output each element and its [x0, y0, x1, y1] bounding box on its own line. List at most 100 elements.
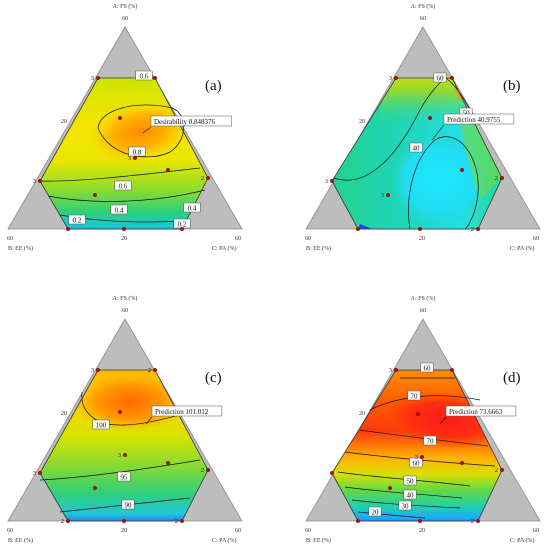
contour-label-box [398, 500, 412, 511]
contour-label-box [128, 146, 146, 157]
design-point [416, 412, 421, 417]
panel-d: 60 70 70 60 50 40 30 20 3 3 2 2 A: FS (%) 60 B: EE (… [305, 295, 541, 544]
contour-label: 70 [411, 392, 419, 400]
design-points: 3 3 2 2 [330, 367, 505, 525]
contour-value-labels: 60 50 40 [409, 72, 473, 152]
design-points: 3 2 3 3 2 2 2 [33, 367, 210, 525]
tick-left-mid: 20 [61, 411, 67, 417]
axis-label-a: A: FS (%) [113, 295, 138, 302]
design-point [394, 368, 399, 373]
design-point [95, 75, 100, 80]
panel-text: A: FS (%) 60 B: EE (%) 60 C: PA (%) 60 20 20 (c)… [7, 295, 241, 544]
contour-label: 40 [407, 491, 415, 499]
contour-label-box [110, 204, 128, 215]
contour-label: 60 [437, 74, 445, 82]
axis-label-b: B: EE (%) [306, 537, 331, 544]
contour-label: 0.8 [133, 148, 142, 156]
design-point [394, 75, 399, 80]
axis-label-a: A: FS (%) [411, 295, 436, 302]
design-point [450, 368, 455, 373]
design-point-count: 2 [201, 467, 204, 474]
axis-label-b: B: EE (%) [8, 245, 33, 252]
design-point [65, 519, 70, 524]
tick-left-mid: 20 [359, 411, 365, 417]
design-point [132, 155, 137, 160]
contour-line-06 [39, 167, 201, 182]
design-point [122, 453, 127, 458]
design-point [179, 519, 184, 524]
design-point-count: 3 [33, 470, 36, 477]
design-point-count: 2 [495, 175, 498, 182]
annotation-leader [439, 416, 447, 425]
tick-left: 60 [305, 528, 311, 534]
design-point-count: 3 [91, 75, 94, 82]
contour-label-box [368, 506, 382, 517]
panel-a: 0.60.80.60.4 0.40.2 0.2 333 2 A: FS (%)60B:… [7, 3, 243, 252]
tick-bottom-mid: 20 [419, 528, 425, 534]
design-point [356, 519, 361, 524]
design-point [152, 75, 157, 80]
design-point [205, 175, 210, 180]
contour-label-box [409, 457, 423, 468]
contour-label: 0.4 [188, 204, 197, 212]
design-point [165, 167, 170, 172]
tick-top: 60 [122, 308, 128, 314]
contour-label-box [114, 180, 132, 191]
design-points: 3 3 3 2 [33, 75, 210, 231]
design-point-count: 3 [389, 75, 392, 82]
design-point-count: 3 [389, 367, 392, 374]
contour-label: 95 [121, 473, 129, 481]
panel-b: 60 50 40 3 3 3 2 2 A: FS (%) 60 B: EE (%) 60 C: PA… [305, 3, 541, 252]
design-point [386, 192, 391, 197]
contour-line-50 [333, 77, 447, 181]
design-point [428, 115, 433, 120]
design-point [460, 167, 465, 172]
tick-bottom-mid: 20 [121, 236, 127, 242]
contour-label: 50 [407, 477, 415, 485]
design-points: 3 3 3 2 2 [325, 75, 505, 233]
contour-line-40 [408, 136, 479, 230]
contour-line-95 [39, 459, 201, 481]
tick-bottom-mid: 20 [419, 236, 425, 242]
panel-label: (b) [503, 78, 521, 94]
contour-label-box [403, 475, 417, 486]
axis-label-a: A: FS (%) [113, 3, 138, 10]
contour-label-box [92, 419, 110, 430]
design-point [356, 226, 361, 231]
contour-label-box [433, 72, 447, 83]
design-point-count: 2 [148, 367, 151, 374]
contour-line-40 [344, 486, 463, 499]
design-point [418, 226, 423, 231]
annotation-leader [431, 124, 445, 141]
contour-label-box [68, 214, 86, 225]
design-point-count: 2 [495, 467, 498, 474]
tick-left: 60 [7, 236, 13, 242]
design-point [388, 486, 393, 491]
contour-label: 0.2 [73, 216, 82, 224]
axis-label-c: C: PA (%) [212, 537, 236, 544]
design-point [330, 471, 335, 476]
annotation-box [445, 405, 517, 417]
contour-label: 60 [413, 459, 421, 467]
design-point [420, 455, 425, 460]
tick-top: 60 [122, 16, 128, 22]
tick-right: 60 [235, 236, 241, 242]
panel-label: (d) [503, 370, 521, 386]
contour-label: 40 [413, 144, 421, 152]
annotation-box [150, 115, 232, 127]
contour-line-04 [47, 189, 206, 202]
design-point [205, 468, 210, 473]
annotation-box [151, 405, 223, 417]
design-point-count: 3 [325, 178, 328, 185]
contour-line-50 [337, 471, 471, 487]
design-point-count: 2 [471, 226, 474, 233]
annotation-box [443, 113, 515, 125]
tick-top: 60 [420, 16, 426, 22]
contour-line-70-bottom [359, 429, 489, 447]
contour-label: 0.6 [119, 182, 128, 190]
panel-label: (c) [205, 370, 222, 386]
annotation-leader [145, 416, 153, 425]
contour-label: 20 [372, 508, 380, 516]
design-point [460, 461, 465, 466]
